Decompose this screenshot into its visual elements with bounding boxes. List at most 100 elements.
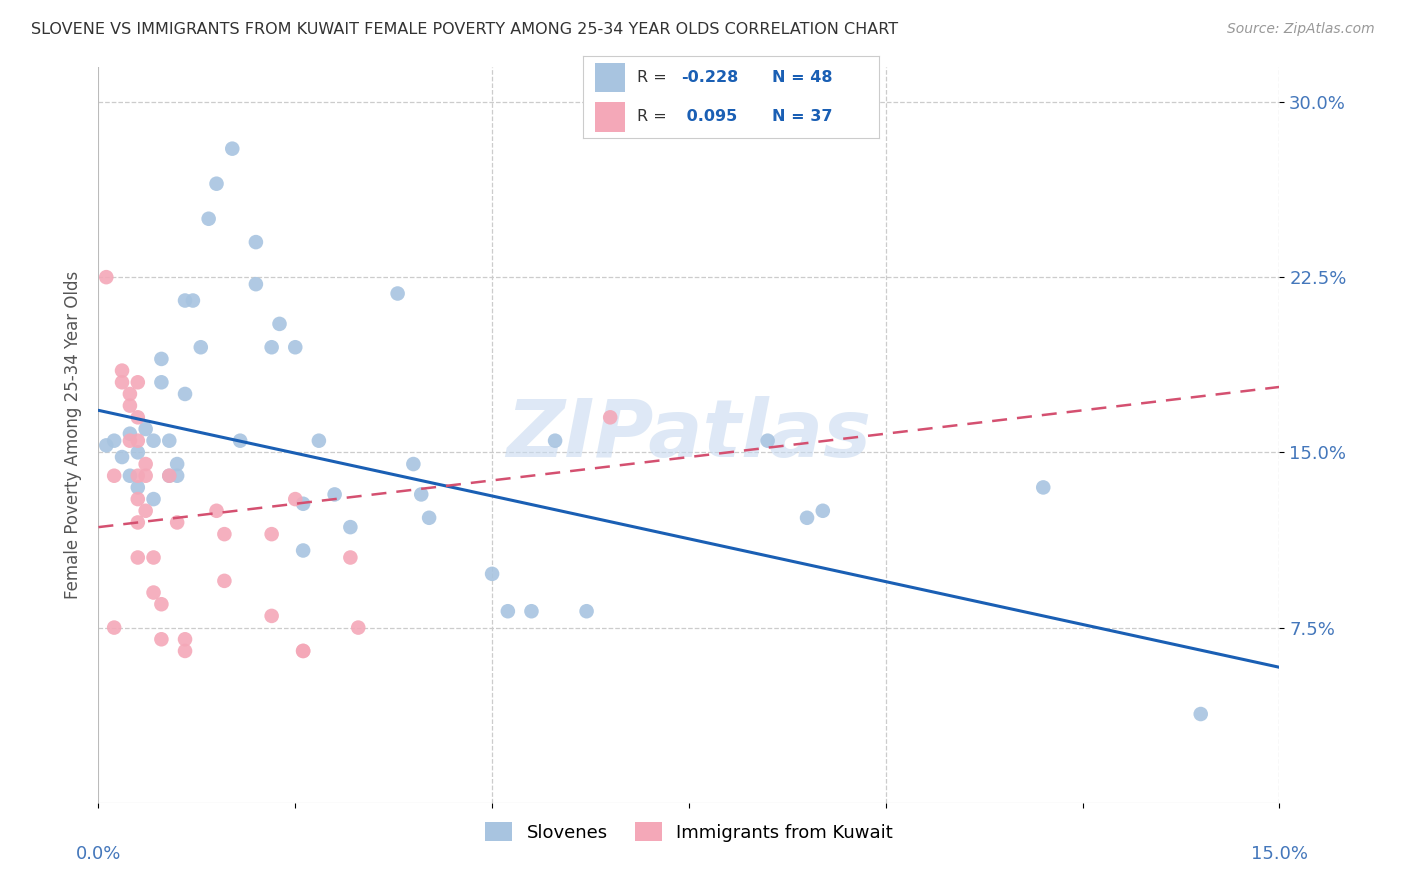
Point (166, 457, 188, 471)
Point (260, 527, 283, 541)
Point (118, 434, 141, 448)
Point (347, 621, 370, 635)
Point (339, 550, 361, 565)
Point (118, 426, 141, 441)
Point (127, 480, 149, 494)
Point (111, 376, 134, 390)
Point (150, 632, 173, 647)
Point (174, 632, 197, 647)
Text: Source: ZipAtlas.com: Source: ZipAtlas.com (1227, 22, 1375, 37)
Point (269, 317, 291, 331)
Point (599, 410, 621, 425)
Point (118, 399, 141, 413)
Point (157, 434, 180, 448)
Point (174, 644, 197, 658)
FancyBboxPatch shape (595, 62, 624, 92)
Point (292, 644, 315, 658)
Point (127, 468, 149, 483)
Point (127, 376, 149, 390)
Point (520, 604, 543, 618)
Point (387, 286, 409, 301)
Point (284, 492, 307, 507)
Point (292, 644, 315, 658)
Point (174, 387, 197, 401)
Point (245, 235, 267, 249)
Point (142, 492, 165, 507)
Point (135, 504, 157, 518)
Point (111, 363, 134, 377)
Point (796, 510, 818, 524)
Point (166, 516, 188, 530)
Point (118, 468, 141, 483)
Point (292, 497, 315, 511)
FancyBboxPatch shape (595, 103, 624, 132)
Point (229, 434, 252, 448)
Text: -0.228: -0.228 (681, 70, 738, 85)
Point (135, 468, 157, 483)
Point (181, 293, 204, 308)
Point (157, 468, 180, 483)
Legend: Slovenes, Immigrants from Kuwait: Slovenes, Immigrants from Kuwait (478, 815, 900, 849)
Point (150, 376, 173, 390)
Point (481, 566, 503, 581)
Point (127, 410, 149, 425)
Point (103, 468, 125, 483)
Point (411, 487, 433, 501)
Point (214, 527, 236, 541)
Text: 15.0%: 15.0% (1251, 845, 1308, 863)
Point (245, 277, 267, 292)
Text: N = 48: N = 48 (772, 70, 832, 85)
Point (544, 434, 567, 448)
Point (142, 585, 165, 599)
Point (166, 468, 188, 483)
Point (127, 492, 149, 507)
Point (111, 450, 134, 464)
Point (150, 597, 173, 611)
Point (96, 270, 118, 285)
Point (157, 468, 180, 483)
Y-axis label: Female Poverty Among 25-34 Year Olds: Female Poverty Among 25-34 Year Olds (63, 271, 82, 599)
Point (1189, 706, 1212, 721)
Point (205, 504, 228, 518)
Point (150, 351, 173, 366)
Point (135, 422, 157, 436)
Point (323, 487, 346, 501)
Point (284, 340, 307, 354)
Point (1032, 480, 1054, 494)
Text: 0.095: 0.095 (681, 110, 737, 124)
Text: R =: R = (637, 110, 672, 124)
Point (127, 550, 149, 565)
Text: SLOVENE VS IMMIGRANTS FROM KUWAIT FEMALE POVERTY AMONG 25-34 YEAR OLDS CORRELATI: SLOVENE VS IMMIGRANTS FROM KUWAIT FEMALE… (31, 22, 898, 37)
Point (756, 434, 779, 448)
Point (96, 438, 118, 452)
Point (174, 293, 197, 308)
Point (118, 387, 141, 401)
Text: R =: R = (637, 70, 672, 85)
Point (575, 604, 598, 618)
Point (260, 608, 283, 623)
Point (127, 516, 149, 530)
Point (221, 142, 243, 156)
Point (496, 604, 519, 618)
Text: 0.0%: 0.0% (76, 845, 121, 863)
Point (402, 457, 425, 471)
Point (142, 434, 165, 448)
Point (142, 550, 165, 565)
Point (127, 434, 149, 448)
Point (190, 340, 212, 354)
Point (260, 340, 283, 354)
Point (103, 621, 125, 635)
Point (308, 434, 330, 448)
Point (292, 543, 315, 558)
Point (339, 520, 361, 534)
Point (418, 510, 440, 524)
Text: N = 37: N = 37 (772, 110, 832, 124)
Point (811, 504, 834, 518)
Text: ZIPatlas: ZIPatlas (506, 396, 872, 474)
Point (197, 211, 219, 226)
Point (127, 445, 149, 459)
Point (214, 574, 236, 588)
Point (103, 434, 125, 448)
Point (135, 457, 157, 471)
Point (205, 177, 228, 191)
